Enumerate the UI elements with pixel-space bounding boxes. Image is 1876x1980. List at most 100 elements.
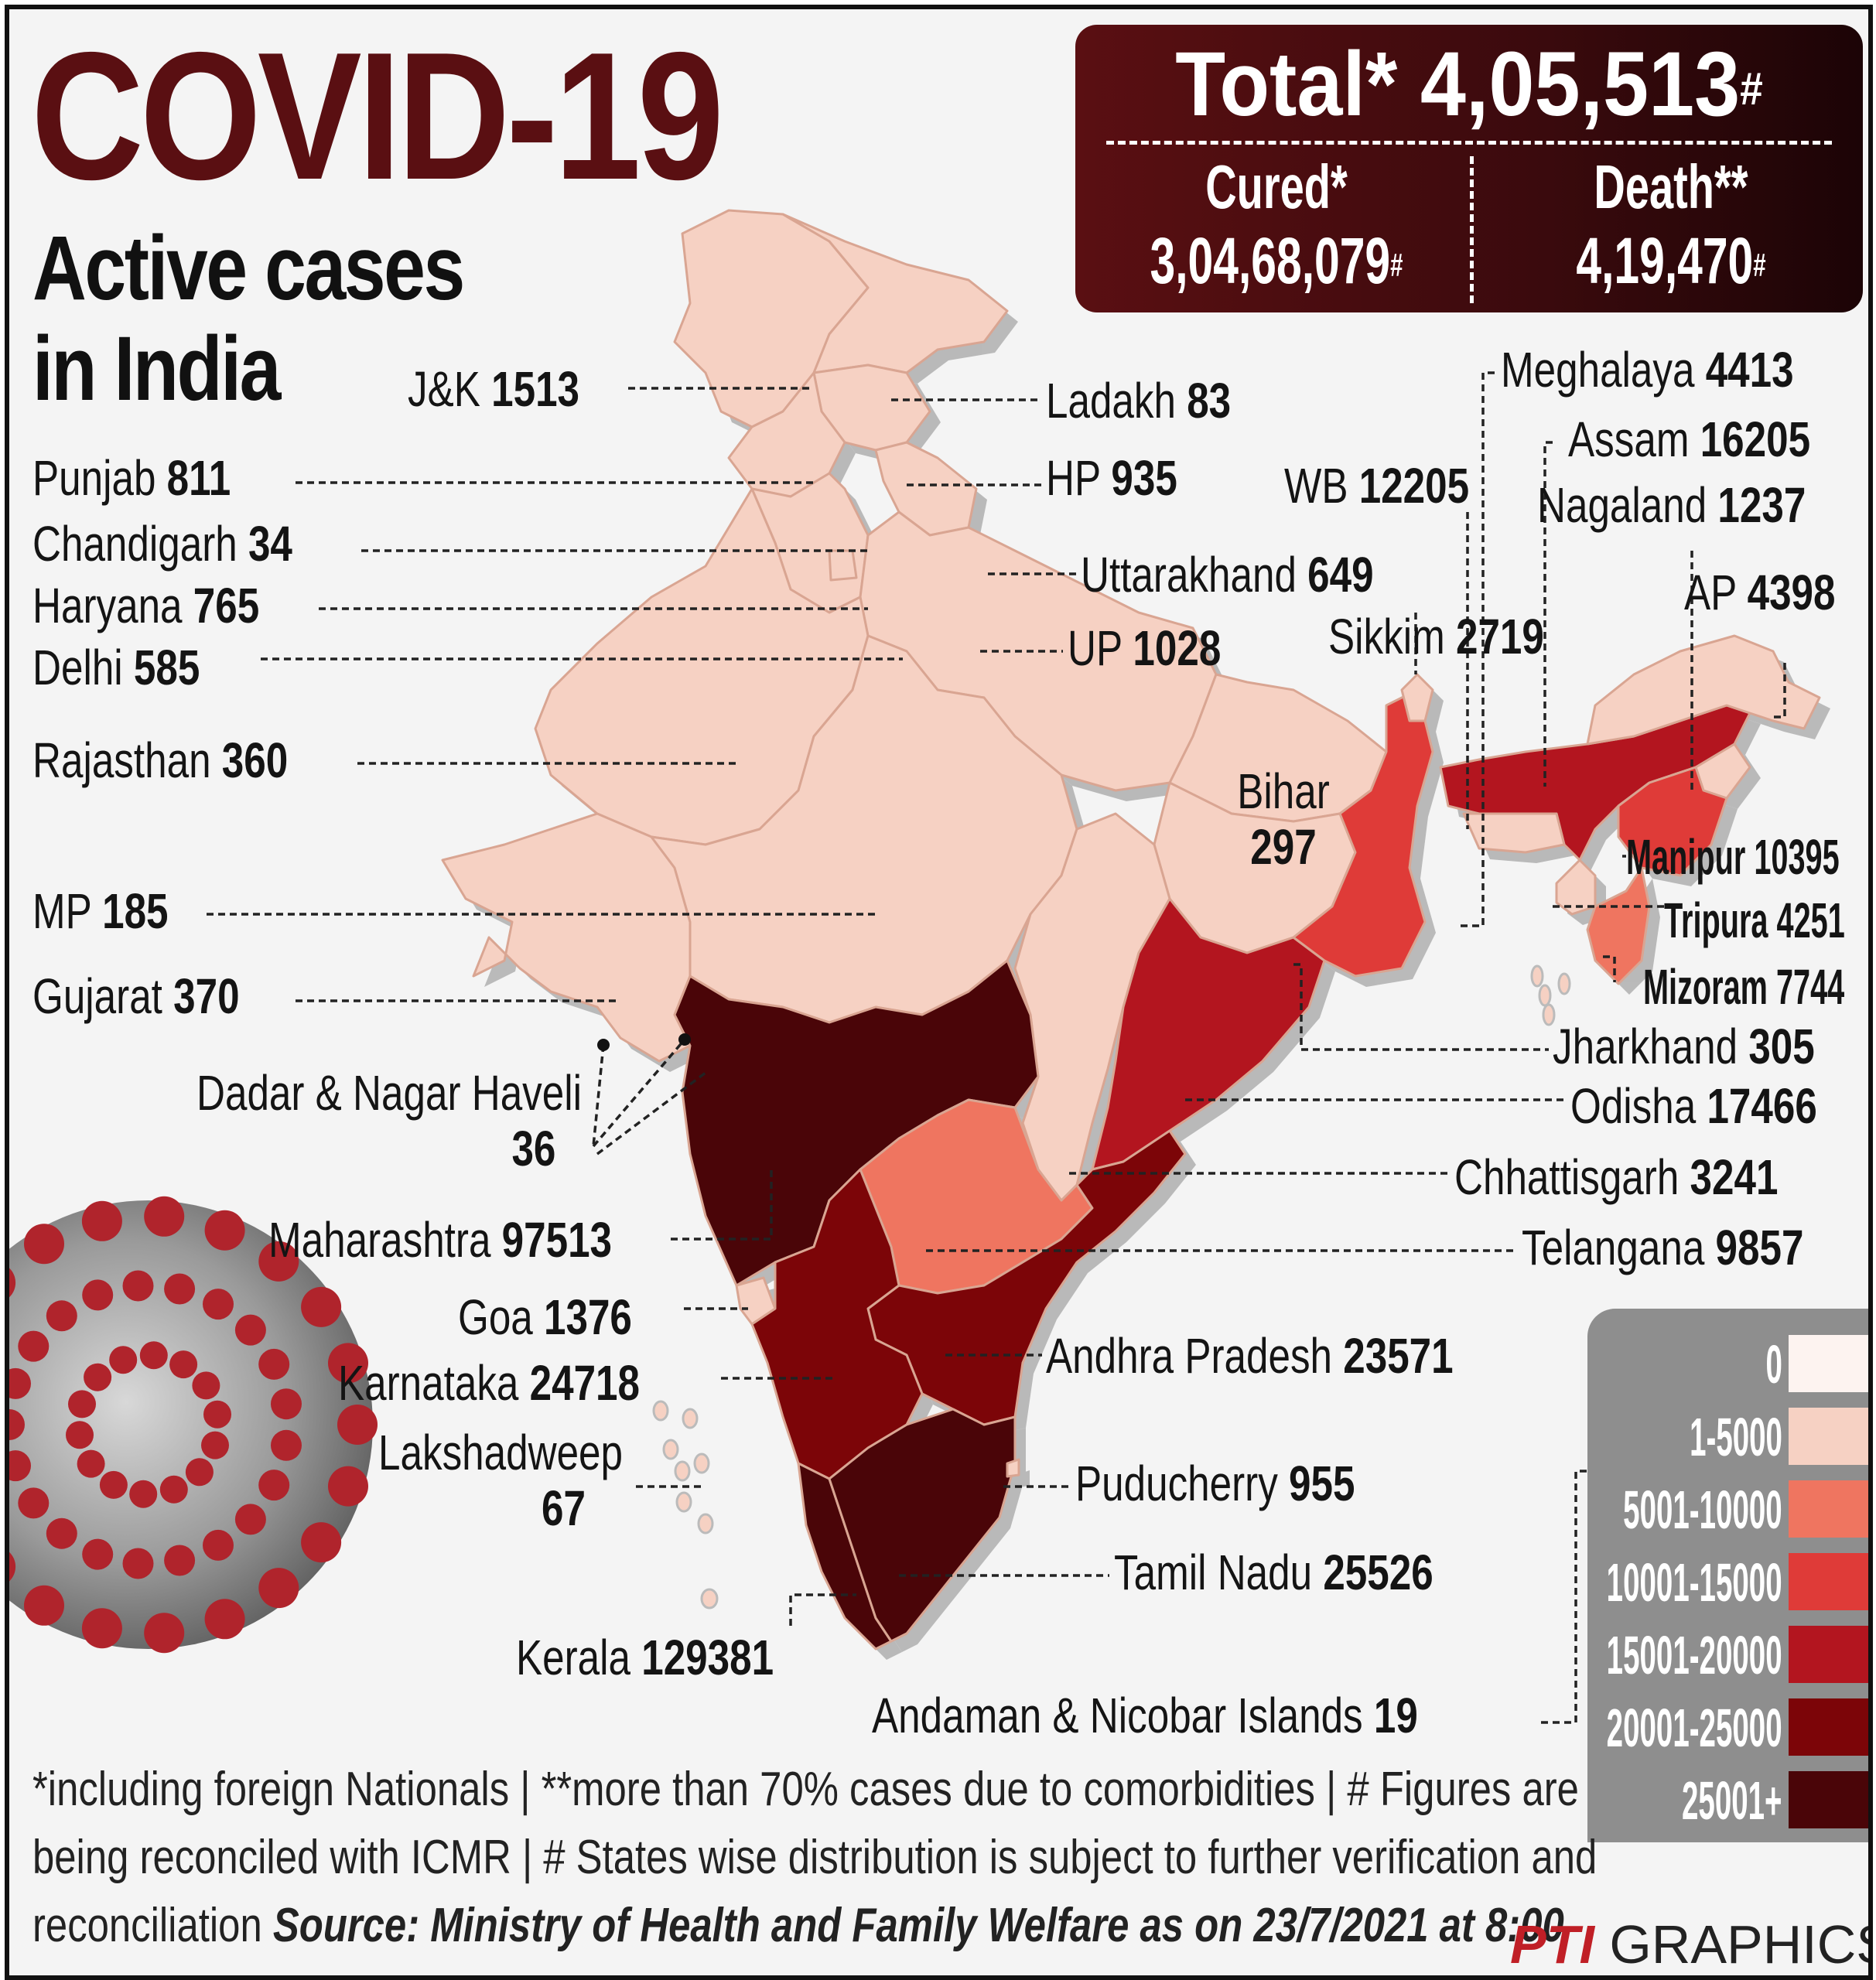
label-puducherry: Puducherry 955 bbox=[1075, 1456, 1355, 1511]
leader-mizoram bbox=[1603, 955, 1616, 982]
island-minicoy bbox=[700, 1588, 719, 1610]
leader-dnh bbox=[592, 1038, 707, 1156]
region-karnataka bbox=[750, 1168, 924, 1480]
virus-spike bbox=[203, 1400, 231, 1429]
virus-spike bbox=[139, 1341, 168, 1370]
subtitle-line-2: in India bbox=[32, 318, 281, 420]
virus-spike bbox=[9, 1552, 16, 1582]
region-tripura bbox=[1555, 859, 1597, 916]
legend-label: 5001-10000 bbox=[1623, 1480, 1782, 1540]
virus-spike bbox=[204, 1599, 245, 1640]
legend-label: 1-5000 bbox=[1690, 1407, 1782, 1467]
leader-assam bbox=[1543, 441, 1553, 787]
coronavirus-illustration bbox=[9, 1196, 378, 1654]
death-mark: # bbox=[1753, 247, 1766, 283]
region-manipur bbox=[1617, 766, 1728, 877]
virus-spike bbox=[24, 1585, 64, 1626]
legend-swatch bbox=[1789, 1408, 1868, 1465]
virus-spike bbox=[144, 1613, 185, 1654]
death-value: 4,19,470 bbox=[1576, 224, 1754, 297]
virus-spike bbox=[24, 1224, 64, 1265]
label-goa: Goa 1376 bbox=[458, 1289, 632, 1345]
panel-column-divider bbox=[1470, 156, 1474, 303]
cured-mark: # bbox=[1390, 247, 1403, 283]
cured-cell: Cured* 3,04,68,079# bbox=[1083, 152, 1470, 299]
label-hp: HP 935 bbox=[1046, 450, 1177, 506]
credit-text: GRAPHICS bbox=[1609, 1914, 1873, 1975]
label-andaman: Andaman & Nicobar Islands 19 bbox=[872, 1688, 1418, 1743]
cured-value-line: 3,04,68,079# bbox=[1141, 222, 1412, 299]
label-manipur: Manipur 10395 bbox=[1626, 829, 1840, 885]
region-puducherry bbox=[1006, 1458, 1020, 1478]
label-sikkim: Sikkim 2719 bbox=[1328, 609, 1544, 664]
virus-spike bbox=[9, 1367, 31, 1399]
virus-spike bbox=[328, 1466, 368, 1507]
island-andaman bbox=[1557, 972, 1571, 995]
virus-spike bbox=[82, 1538, 114, 1570]
virus-spike bbox=[164, 1545, 196, 1576]
leader-kerala bbox=[789, 1593, 856, 1626]
virus-spike bbox=[81, 1200, 122, 1241]
credit: PTI GRAPHICS bbox=[1510, 1913, 1873, 1975]
death-cell: Death** 4,19,470# bbox=[1478, 152, 1864, 299]
virus-spike bbox=[9, 1409, 25, 1440]
virus-spike bbox=[301, 1522, 342, 1563]
virus-spike bbox=[46, 1517, 77, 1549]
virus-spike bbox=[258, 1470, 290, 1501]
virus-spike bbox=[9, 1268, 16, 1298]
virus-spike bbox=[271, 1429, 302, 1461]
island-lakshadweep bbox=[693, 1453, 710, 1474]
india-map bbox=[9, 209, 1830, 1724]
virus-spike bbox=[129, 1480, 158, 1508]
total-value: 4,05,513 bbox=[1420, 33, 1741, 135]
virus-spike bbox=[201, 1431, 229, 1459]
label-uttarakhand: Uttarakhand 649 bbox=[1081, 547, 1374, 603]
label-andhra: Andhra Pradesh 23571 bbox=[1046, 1328, 1454, 1384]
total-line: Total* 4,05,513# bbox=[1115, 34, 1823, 135]
virus-spike bbox=[122, 1548, 154, 1579]
legend-label: 10001-15000 bbox=[1607, 1552, 1782, 1613]
footnote: *including foreign Nationals | **more th… bbox=[32, 1756, 1606, 1975]
total-mark: # bbox=[1740, 63, 1763, 114]
virus-spike bbox=[234, 1504, 266, 1535]
virus-spike bbox=[18, 1487, 50, 1519]
leader-ap_arunachal bbox=[1773, 663, 1786, 719]
region-meghalaya bbox=[1462, 812, 1566, 854]
island-andaman bbox=[1538, 984, 1552, 1007]
footnote-text: *including foreign Nationals | **more th… bbox=[32, 1763, 1598, 1952]
region-gujarat bbox=[441, 812, 692, 1063]
legend-item: 10001-15000 bbox=[1587, 1550, 1868, 1613]
virus-spike bbox=[185, 1458, 214, 1487]
virus-spike bbox=[258, 1241, 299, 1282]
virus-spike bbox=[9, 1450, 31, 1482]
region-mizoram bbox=[1586, 866, 1651, 985]
label-lakshadweep: Lakshadweep 67 bbox=[378, 1425, 623, 1536]
infographic: COVID-19 Active cases in India Total* 4,… bbox=[5, 5, 1873, 1980]
label-maharashtra: Maharashtra 97513 bbox=[268, 1212, 613, 1268]
label-meghalaya: Meghalaya 4413 bbox=[1501, 342, 1794, 398]
label-karnataka: Karnataka 24718 bbox=[338, 1355, 640, 1411]
legend-item: 5001-10000 bbox=[1587, 1477, 1868, 1541]
death-label: Death** bbox=[1594, 152, 1748, 221]
virus-spike bbox=[84, 1363, 112, 1391]
dnh-marker bbox=[597, 1039, 610, 1051]
legend-label: 20001-25000 bbox=[1607, 1698, 1782, 1758]
island-andaman bbox=[1530, 964, 1544, 988]
pti-logo: PTI bbox=[1510, 1914, 1594, 1975]
legend-label: 15001-20000 bbox=[1607, 1625, 1782, 1685]
virus-spike bbox=[337, 1405, 378, 1445]
label-delhi: Delhi 585 bbox=[32, 640, 200, 695]
page-subtitle: Active cases in India bbox=[32, 218, 465, 420]
page-title: COVID-19 bbox=[31, 14, 724, 217]
region-arunachal bbox=[1586, 634, 1821, 746]
legend-label: 25001+ bbox=[1682, 1770, 1782, 1831]
virus-spike bbox=[82, 1279, 114, 1311]
virus-spike bbox=[204, 1210, 245, 1251]
island-lakshadweep bbox=[682, 1408, 699, 1429]
virus-spike bbox=[66, 1421, 94, 1449]
label-haryana: Haryana 765 bbox=[32, 578, 260, 633]
label-tripura: Tripura 4251 bbox=[1664, 893, 1845, 948]
leader-jharkhand bbox=[1293, 963, 1549, 1051]
death-value-line: 4,19,470# bbox=[1536, 222, 1806, 299]
cured-label: Cured* bbox=[1205, 152, 1348, 221]
